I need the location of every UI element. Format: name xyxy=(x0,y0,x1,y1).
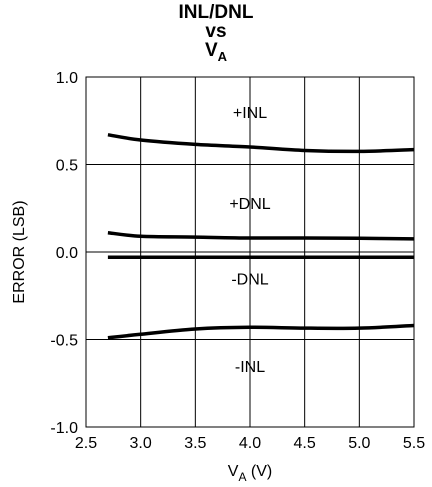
y-axis-label: ERROR (LSB) xyxy=(11,200,28,303)
series-annotation: +INL xyxy=(233,105,267,122)
series-annotation: -DNL xyxy=(231,271,268,288)
x-tick-labels: 2.5 3.0 3.5 4.0 4.5 5.0 5.5 xyxy=(75,435,425,452)
series-group xyxy=(107,133,415,340)
x-tick-label: 4.5 xyxy=(294,435,316,452)
y-tick-label: -1.0 xyxy=(50,420,78,437)
x-tick-label: 5.5 xyxy=(403,435,425,452)
chart-title-va: V xyxy=(204,40,218,61)
annotations: +INL +DNL -DNL -INL xyxy=(229,105,270,376)
y-tick-label: 1.0 xyxy=(56,70,78,87)
y-tick-label: 0.0 xyxy=(56,245,78,262)
x-axis-label-unit: (V) xyxy=(246,463,272,480)
series-annotation: +DNL xyxy=(229,196,270,213)
chart-title-line3: VA xyxy=(0,40,432,64)
series-line-plusminus-dnl xyxy=(107,230,415,241)
series-annotation: -INL xyxy=(235,359,265,376)
y-tick-label: 0.5 xyxy=(56,158,78,175)
chart-title-va-subscript: A xyxy=(217,49,228,64)
x-tick-label: 4.0 xyxy=(239,435,261,452)
x-tick-label: 3.5 xyxy=(184,435,206,452)
x-tick-label: 2.5 xyxy=(75,435,97,452)
x-axis-label: VA (V) xyxy=(228,463,272,484)
x-tick-label: 5.0 xyxy=(348,435,370,452)
y-tick-labels: 1.0 0.5 0.0 -0.5 -1.0 xyxy=(50,70,78,437)
x-axis-label-subscript: A xyxy=(238,470,246,484)
series-line-minus-inl xyxy=(107,323,415,340)
chart-title-line1: INL/DNL xyxy=(178,2,254,23)
series-line-plusminus-inl xyxy=(107,133,415,154)
x-tick-label: 3.0 xyxy=(130,435,152,452)
y-tick-label: -0.5 xyxy=(50,333,78,350)
plot-frame xyxy=(85,76,415,428)
x-axis-label-v: V xyxy=(228,463,239,480)
grid xyxy=(86,77,414,427)
chart-title-line2: vs xyxy=(205,21,227,42)
